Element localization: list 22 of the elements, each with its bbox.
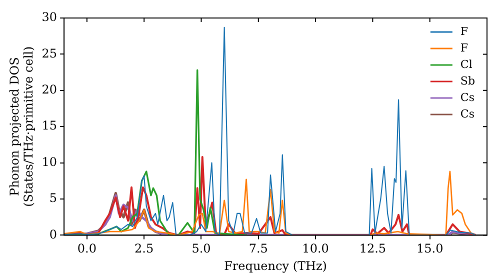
y-tick-label: 20 bbox=[42, 82, 58, 97]
y-tick-label: 5 bbox=[49, 191, 58, 206]
x-tick-label: 5.0 bbox=[192, 242, 211, 256]
x-tick-label: 10.0 bbox=[302, 242, 329, 256]
x-tick-label: 15.0 bbox=[416, 242, 444, 256]
y-axis-title: Phonon projected DOS (States/THz·primitive cell) bbox=[7, 46, 36, 207]
y-tick-label: 30 bbox=[42, 10, 58, 24]
legend-label: Sb bbox=[460, 74, 475, 88]
x-tick-label: 7.5 bbox=[248, 242, 268, 256]
x-axis-title: Frequency (THz) bbox=[224, 258, 327, 273]
x-tick-label: 2.5 bbox=[134, 242, 154, 256]
legend-label: Cs bbox=[460, 107, 475, 120]
y-tick-label: 0 bbox=[49, 227, 58, 242]
legend-label: Cl bbox=[460, 58, 473, 71]
x-tick-label: 12.5 bbox=[359, 242, 386, 256]
y-tick-label: 10 bbox=[42, 154, 58, 169]
x-tick-label: 0.0 bbox=[77, 242, 96, 256]
y-tick-label: 25 bbox=[42, 46, 58, 60]
legend-label: F bbox=[460, 24, 468, 38]
legend-label: Cs bbox=[460, 90, 475, 104]
legend-label: F bbox=[460, 41, 468, 54]
y-tick-label: 15 bbox=[42, 118, 58, 133]
